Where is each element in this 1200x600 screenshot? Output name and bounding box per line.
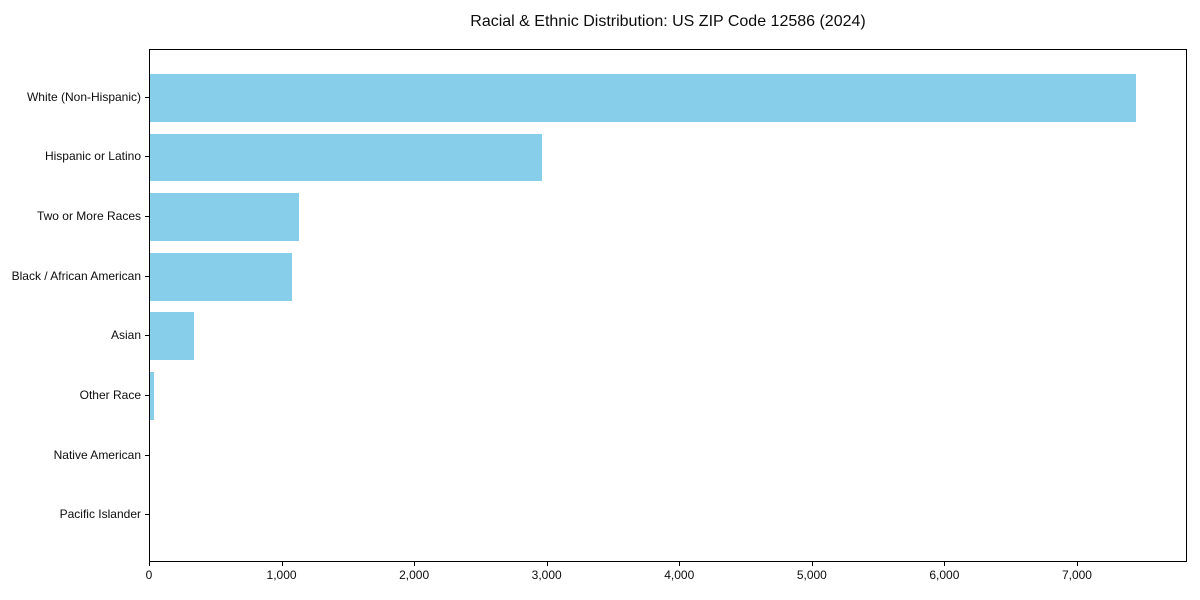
y-tick-label-other-race: Other Race [79, 387, 141, 402]
y-tick-label-asian: Asian [110, 328, 141, 343]
bar-other-race [150, 372, 154, 420]
y-tick [145, 156, 149, 158]
y-tick [145, 335, 149, 337]
x-tick [149, 562, 150, 566]
x-tick [944, 562, 946, 566]
x-tick-label-1000: 1,000 [266, 568, 297, 582]
y-tick-label-black-african-american: Black / African American [11, 268, 141, 283]
bar-black-african-american [150, 252, 292, 301]
bar-hispanic-or-latino [150, 133, 543, 182]
x-tick-label-2000: 2,000 [399, 568, 430, 582]
plot-area [149, 49, 1187, 562]
x-tick [414, 562, 416, 566]
y-tick [145, 216, 149, 218]
x-tick [281, 562, 283, 566]
y-tick-label-two-or-more-races: Two or More Races [36, 209, 141, 224]
chart-title: Racial & Ethnic Distribution: US ZIP Cod… [470, 13, 866, 30]
y-tick [145, 514, 149, 516]
x-tick-label-7000: 7,000 [1061, 568, 1092, 582]
x-tick-label-0: 0 [145, 568, 153, 582]
x-tick [679, 562, 681, 566]
y-tick [145, 275, 149, 277]
y-tick-label-hispanic-or-latino: Hispanic or Latino [44, 149, 141, 164]
x-tick-label-6000: 6,000 [929, 568, 960, 582]
bar-asian [150, 312, 194, 361]
y-tick-label-white-non-hispanic: White (Non-Hispanic) [26, 89, 141, 104]
y-tick-label-pacific-islander: Pacific Islander [59, 507, 141, 522]
y-tick [145, 96, 149, 98]
y-tick [145, 454, 149, 456]
x-tick-label-5000: 5,000 [796, 568, 827, 582]
x-tick-label-4000: 4,000 [664, 568, 695, 582]
y-tick [145, 394, 149, 396]
x-tick [546, 562, 548, 566]
x-tick-label-3000: 3,000 [531, 568, 562, 582]
x-tick [811, 562, 813, 566]
bar-white-non-hispanic [150, 73, 1136, 122]
y-tick-label-native-american: Native American [53, 447, 141, 462]
x-tick [1076, 562, 1078, 566]
bar-two-or-more-races [150, 193, 299, 241]
